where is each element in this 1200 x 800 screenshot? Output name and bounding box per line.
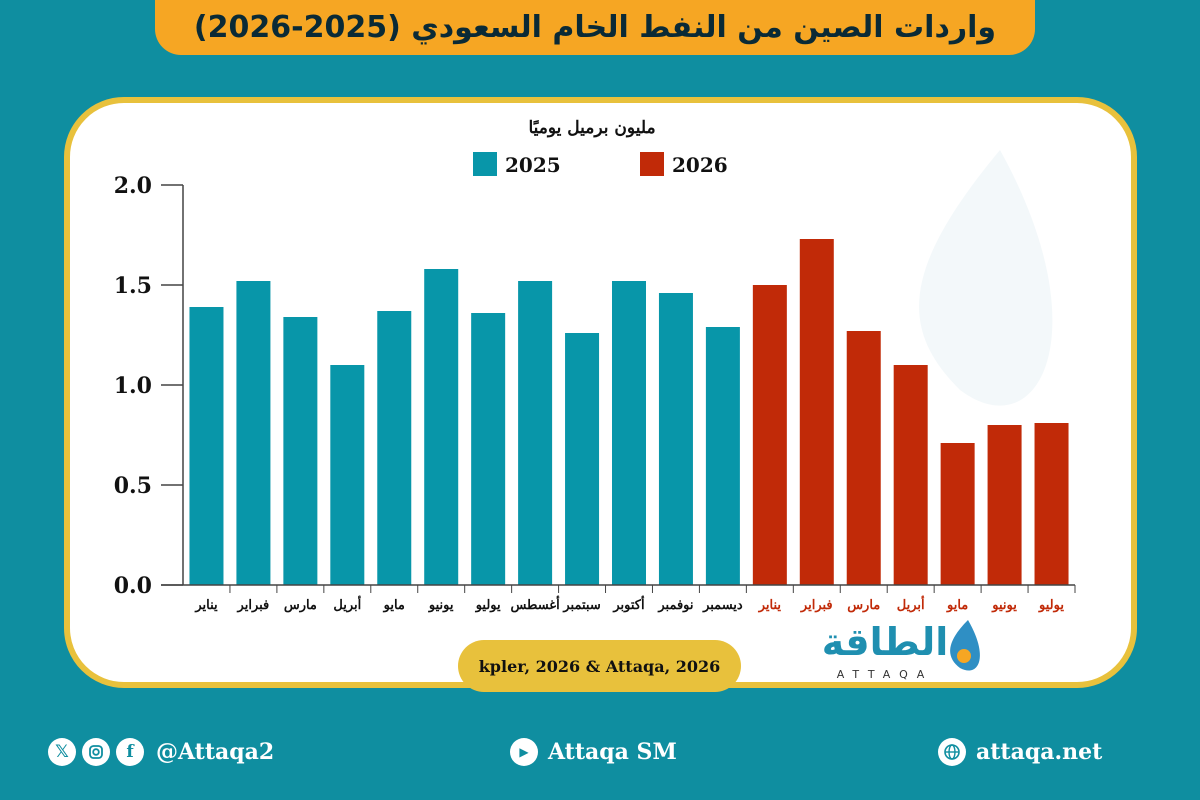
footer-social: 𝕏 f @Attaqa2	[48, 732, 274, 772]
bar-2026-2	[799, 239, 834, 585]
bar-2026-6	[987, 425, 1022, 585]
logo-arabic: الطاقة	[821, 620, 949, 664]
title-banner: واردات الصين من النفط الخام السعودي (202…	[155, 0, 1035, 55]
bar-2026-5	[940, 443, 975, 585]
x-tick-label: أبريل	[333, 596, 361, 613]
x-tick-label: أغسطس	[510, 596, 560, 613]
x-tick-label: يناير	[194, 598, 218, 613]
logo-mark	[950, 620, 980, 671]
y-tick-label: 1.5	[114, 273, 152, 299]
social-handle[interactable]: @Attaqa2	[156, 739, 275, 765]
x-axis	[161, 584, 1076, 593]
legend-label-2026: 2026	[672, 153, 728, 177]
legend-swatch-2026	[640, 152, 664, 176]
y-tick-label: 0.5	[114, 473, 152, 499]
bar-2025-3	[283, 317, 318, 585]
x-tick-label: مارس	[847, 598, 880, 613]
globe-icon[interactable]	[938, 738, 966, 766]
y-tick-label: 1.0	[114, 373, 152, 399]
x-tick-label: ديسمبر	[702, 598, 743, 613]
footer-youtube: ▶ Attaqa SM	[510, 732, 677, 772]
bar-2025-5	[377, 311, 412, 585]
x-tick-label: مايو	[383, 598, 405, 613]
x-tick-label: سبتمبر	[562, 598, 600, 613]
x-tick-label: يونيو	[428, 598, 454, 613]
x-tick-label: مايو	[946, 598, 968, 613]
footer-website: attaqa.net	[938, 732, 1102, 772]
bar-2026-4	[893, 365, 928, 585]
y-axis: 0.0 0.5 1.0 1.5 2.0	[114, 173, 184, 599]
y-tick-label: 0.0	[114, 573, 152, 599]
source-pill: kpler, 2026 & Attaqa, 2026	[458, 640, 741, 692]
x-tick-label: فبراير	[237, 598, 270, 613]
bar-2025-1	[189, 307, 224, 585]
bar-2026-3	[846, 331, 881, 585]
youtube-icon[interactable]: ▶	[510, 738, 538, 766]
legend-swatch-2025	[473, 152, 497, 176]
x-tick-label: يونيو	[991, 598, 1017, 613]
bar-2025-8	[518, 281, 553, 585]
x-tick-label: يناير	[758, 598, 782, 613]
source-text: kpler, 2026 & Attaqa, 2026	[478, 656, 721, 676]
bar-2025-2	[236, 281, 271, 585]
attaqa-logo: الطاقة ATTAQA	[820, 612, 995, 692]
y-tick-label: 2.0	[114, 173, 152, 199]
x-tick-label: أكتوبر	[612, 596, 645, 613]
instagram-icon[interactable]	[82, 738, 110, 766]
youtube-channel[interactable]: Attaqa SM	[548, 739, 677, 765]
bar-2025-12	[705, 327, 740, 585]
website-link[interactable]: attaqa.net	[976, 739, 1103, 765]
x-icon[interactable]: 𝕏	[48, 738, 76, 766]
watermark	[919, 150, 1053, 406]
bars	[189, 239, 1069, 585]
facebook-icon[interactable]: f	[116, 738, 144, 766]
x-axis-labels: يناير فبراير مارس أبريل مايو يونيو يوليو أغسطس س…	[194, 596, 1064, 613]
flame-icon	[950, 620, 980, 671]
bar-2025-4	[330, 365, 365, 585]
x-tick-label: يوليو	[475, 598, 501, 613]
bar-2025-9	[565, 333, 600, 585]
bar-2025-6	[424, 269, 459, 585]
bar-2025-11	[658, 293, 693, 585]
logo-latin: ATTAQA	[836, 668, 934, 681]
x-tick-label: يوليو	[1038, 598, 1064, 613]
legend-label-2025: 2025	[505, 153, 561, 177]
bar-2026-7	[1034, 423, 1069, 585]
x-tick-label: مارس	[284, 598, 317, 613]
unit-label: مليون برميل يوميًا	[528, 118, 655, 138]
page-title: واردات الصين من النفط الخام السعودي (202…	[193, 10, 997, 45]
x-tick-label: أبريل	[897, 596, 925, 613]
x-tick-label: فبراير	[800, 598, 833, 613]
bar-2026-1	[752, 285, 787, 585]
bar-2025-7	[471, 313, 506, 585]
x-tick-label: نوفمبر	[657, 598, 693, 613]
bar-2025-10	[612, 281, 646, 585]
